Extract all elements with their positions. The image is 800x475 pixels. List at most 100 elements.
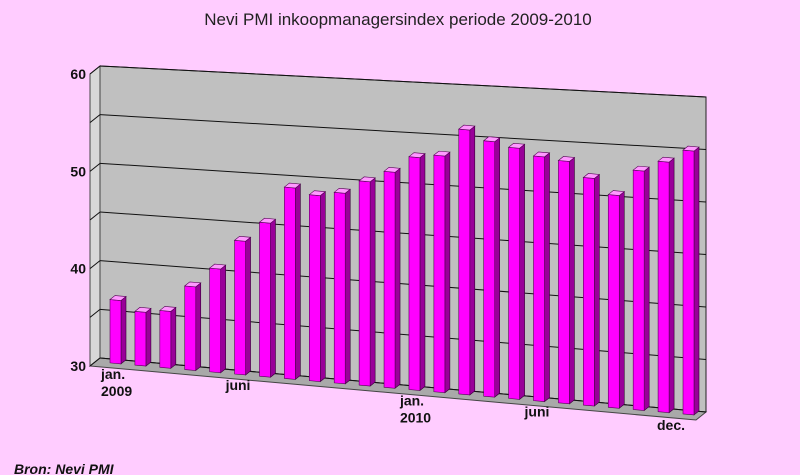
x-tick-label: dec.: [657, 417, 685, 433]
bar-side: [120, 295, 127, 365]
bar-front: [209, 267, 221, 374]
bar-front: [109, 299, 122, 365]
bar-top: [657, 156, 675, 163]
gridline-depth: [89, 162, 101, 172]
gridlines: [89, 65, 707, 413]
bar: [408, 152, 426, 392]
bar-top: [333, 187, 351, 194]
y-tick-label: 50: [70, 163, 86, 179]
bar: [183, 281, 202, 372]
y-tick-label: 30: [70, 358, 86, 374]
source-note: Bron: Nevi PMI: [14, 461, 115, 475]
bars: [109, 124, 700, 416]
bar-side: [344, 188, 351, 385]
bar-side: [668, 157, 675, 414]
bar: [383, 167, 401, 389]
bar-front: [383, 170, 396, 389]
bar-side: [544, 152, 550, 403]
bar-front: [408, 156, 421, 391]
bar: [159, 306, 177, 369]
bar-top: [682, 145, 700, 152]
x-tick-label: juni: [524, 404, 550, 420]
bar-top: [258, 217, 277, 224]
bar-side: [369, 177, 376, 387]
bar-front: [607, 194, 620, 409]
bar-side: [195, 282, 202, 372]
bar: [582, 173, 601, 407]
bar-side: [145, 307, 152, 367]
bar-front: [632, 169, 645, 411]
bar-side: [494, 137, 500, 398]
bar-top: [532, 151, 551, 158]
bar-top: [433, 150, 451, 157]
bar: [358, 176, 376, 387]
bar-top: [283, 182, 302, 189]
gridline-depth: [89, 260, 101, 270]
bar-side: [419, 153, 426, 392]
gridline-depth: [89, 211, 101, 221]
chart-title: Nevi PMI inkoopmanagersindex periode 200…: [204, 10, 591, 29]
bar-side: [519, 143, 525, 401]
bar-side: [469, 125, 476, 396]
bar: [233, 235, 252, 376]
bar-top: [358, 176, 376, 183]
bar-front: [234, 239, 246, 376]
bar: [657, 156, 675, 414]
bar: [607, 190, 626, 409]
bar-top: [408, 152, 426, 158]
bar-front: [358, 180, 371, 387]
bar-top: [507, 142, 526, 149]
bar-side: [245, 236, 251, 376]
bar-side: [594, 173, 600, 407]
bar-front: [134, 311, 147, 367]
bar: [283, 182, 302, 381]
gridline-depth: [89, 308, 101, 318]
bar-top: [134, 307, 152, 313]
bar: [482, 136, 501, 398]
bar-side: [270, 218, 276, 378]
bar: [507, 142, 526, 401]
bar-front: [159, 310, 172, 369]
bar: [333, 187, 351, 385]
bar-front: [458, 128, 471, 396]
x-tick-label: jan. 2009: [100, 366, 132, 399]
bar-side: [693, 146, 700, 416]
bar-side: [643, 166, 650, 412]
y-axis-ticks: 30 40 50 60: [70, 66, 86, 374]
bar-front: [682, 149, 695, 416]
x-tick-label: juni: [225, 377, 251, 393]
bar-top: [383, 167, 401, 173]
gridline: [99, 211, 707, 255]
bar-top: [308, 190, 327, 196]
gridline: [99, 65, 707, 98]
bar-side: [444, 151, 451, 394]
bar: [109, 295, 127, 365]
bar: [532, 151, 551, 403]
bar-side: [618, 190, 625, 409]
bar-top: [233, 235, 252, 242]
gridline: [99, 260, 707, 308]
bar-front: [533, 155, 545, 402]
gridline: [99, 114, 707, 150]
bar: [258, 217, 277, 378]
bar: [308, 190, 327, 383]
bar-top: [159, 306, 177, 312]
bar-top: [557, 156, 576, 162]
y-tick-label: 60: [70, 66, 86, 82]
bar-front: [433, 154, 446, 394]
bar-front: [333, 191, 346, 385]
bar-top: [632, 165, 650, 172]
bar-top: [208, 263, 227, 270]
bar-side: [394, 167, 401, 389]
bar-side: [320, 191, 326, 383]
bar: [557, 156, 576, 405]
bar-top: [183, 281, 202, 288]
gridline: [99, 162, 707, 203]
bar-top: [582, 173, 601, 179]
bar-front: [558, 160, 570, 405]
gridline-depth: [89, 65, 101, 75]
bar-front: [259, 221, 271, 378]
bar-side: [170, 306, 177, 369]
bar-front: [508, 146, 520, 400]
